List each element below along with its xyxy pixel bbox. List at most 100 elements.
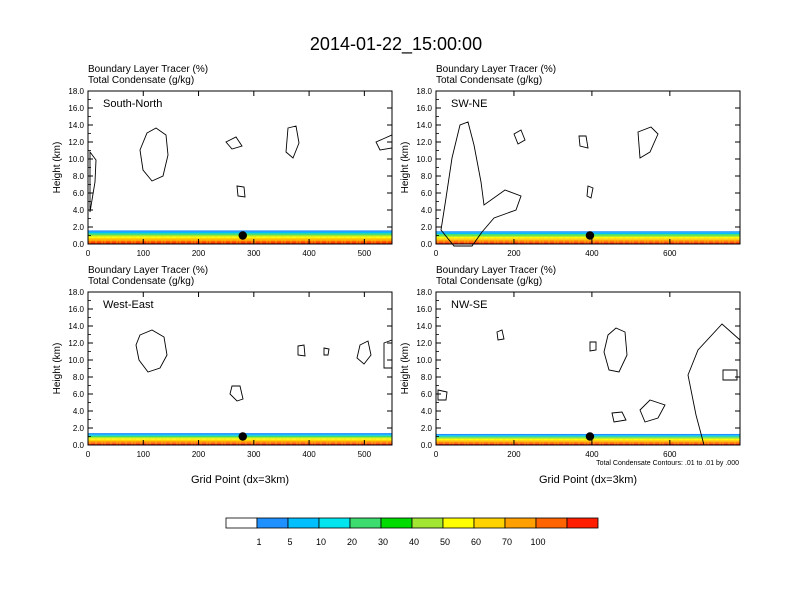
condensate-contours [135, 329, 393, 402]
x-tick-label: 400 [302, 249, 316, 258]
condensate-contour [440, 121, 522, 247]
colorbar-swatch [380, 517, 413, 529]
x-tick-label: 300 [247, 249, 261, 258]
condensate-contours [440, 121, 659, 247]
y-tick-label: 4.0 [73, 407, 85, 416]
condensate-contour [297, 344, 306, 357]
y-tick-label: 10.0 [416, 155, 432, 164]
y-tick-label: 0.0 [73, 441, 85, 450]
colorbar-swatch [318, 517, 351, 529]
x-tick-label: 400 [585, 249, 599, 258]
condensate-contour [639, 399, 666, 423]
y-tick-label: 2.0 [73, 424, 85, 433]
y-tick-label: 8.0 [73, 373, 85, 382]
colorbar-swatch [504, 517, 537, 529]
condensate-contour [722, 369, 738, 381]
y-tick-label: 16.0 [416, 104, 432, 113]
plot-frame [87, 291, 393, 446]
x-tick-label: 400 [585, 450, 599, 459]
colorbar-label: 20 [347, 537, 357, 547]
y-tick-label: 2.0 [421, 223, 433, 232]
condensate-contour [383, 339, 393, 369]
condensate-contour [637, 126, 659, 159]
x-tick-label: 0 [434, 450, 439, 459]
panel-header-tracer: Boundary Layer Tracer (%) [436, 64, 556, 75]
condensate-contour [356, 340, 372, 365]
y-tick-label: 2.0 [73, 223, 85, 232]
panel-south-north: Boundary Layer Tracer (%)Total Condensat… [52, 64, 393, 258]
x-tick-label: 500 [358, 450, 372, 459]
panel-header-tracer: Boundary Layer Tracer (%) [436, 265, 556, 276]
panel-sw-ne: Boundary Layer Tracer (%)Total Condensat… [400, 64, 741, 258]
condensate-contour [496, 329, 505, 341]
colorbar-label: 70 [502, 537, 512, 547]
condensate-contour [323, 347, 330, 356]
condensate-contour [687, 323, 741, 446]
y-tick-label: 12.0 [68, 138, 84, 147]
condensate-contour [229, 385, 244, 402]
y-tick-label: 12.0 [68, 339, 84, 348]
y-tick-label: 4.0 [421, 206, 433, 215]
condensate-contours [89, 125, 393, 213]
tracer-streaks [437, 438, 736, 445]
x-tick-label: 600 [663, 249, 677, 258]
y-tick-label: 6.0 [73, 189, 85, 198]
y-tick-label: 12.0 [416, 339, 432, 348]
colorbar-swatch [349, 517, 382, 529]
y-tick-label: 10.0 [68, 155, 84, 164]
x-tick-label: 100 [137, 450, 151, 459]
y-tick-label: 10.0 [416, 356, 432, 365]
colorbar-swatch [225, 517, 258, 529]
x-tick-label: 0 [86, 249, 91, 258]
x-axis-label: Grid Point (dx=3km) [539, 474, 637, 486]
x-tick-label: 200 [192, 249, 206, 258]
panel-header-condensate: Total Condensate (g/kg) [436, 276, 542, 287]
condensate-contour [437, 389, 448, 401]
condensate-contour [225, 136, 243, 150]
y-tick-label: 8.0 [421, 172, 433, 181]
y-tick-label: 16.0 [68, 104, 84, 113]
figure-title: 2014-01-22_15:00:00 [310, 34, 482, 55]
panel-west-east: Boundary Layer Tracer (%)Total Condensat… [52, 265, 393, 486]
plot-frame [435, 90, 741, 245]
condensate-contours [437, 323, 741, 446]
condensate-contour [139, 127, 169, 182]
colorbar-label: 10 [316, 537, 326, 547]
panel-label: South-North [103, 98, 162, 110]
y-tick-label: 6.0 [73, 390, 85, 399]
y-tick-label: 6.0 [421, 189, 433, 198]
colorbar-swatch [535, 517, 568, 529]
contour-footnote: Total Condensate Contours: .01 to .01 by… [596, 460, 739, 467]
condensate-contour [236, 185, 246, 198]
panel-label: NW-SE [451, 299, 487, 311]
colorbar: 1 5 10 20 30 40 50 60 70 100 [225, 517, 599, 547]
y-axis-label: Height (km) [52, 142, 63, 194]
condensate-contour [603, 327, 628, 373]
y-tick-label: 10.0 [68, 356, 84, 365]
x-tick-label: 500 [358, 249, 372, 258]
y-tick-label: 6.0 [421, 390, 433, 399]
panel-header-tracer: Boundary Layer Tracer (%) [88, 265, 208, 276]
y-tick-label: 12.0 [416, 138, 432, 147]
colorbar-label: 40 [409, 537, 419, 547]
y-axis-label: Height (km) [400, 343, 411, 395]
panel-header-tracer: Boundary Layer Tracer (%) [88, 64, 208, 75]
colorbar-label: 50 [440, 537, 450, 547]
colorbar-swatch [566, 517, 599, 529]
panel-header-condensate: Total Condensate (g/kg) [436, 75, 542, 86]
y-tick-label: 4.0 [421, 407, 433, 416]
colorbar-swatch [256, 517, 289, 529]
plot-frame [87, 90, 393, 245]
colorbar-swatch [473, 517, 506, 529]
colorbar-swatch [287, 517, 320, 529]
condensate-contour [578, 135, 589, 149]
location-marker [585, 432, 595, 441]
colorbar-label: 5 [287, 537, 292, 547]
location-marker [238, 432, 247, 441]
plot-frame [435, 291, 741, 446]
y-tick-label: 14.0 [416, 121, 432, 130]
condensate-contour [586, 185, 594, 199]
y-tick-label: 8.0 [421, 373, 433, 382]
colorbar-swatch [442, 517, 475, 529]
